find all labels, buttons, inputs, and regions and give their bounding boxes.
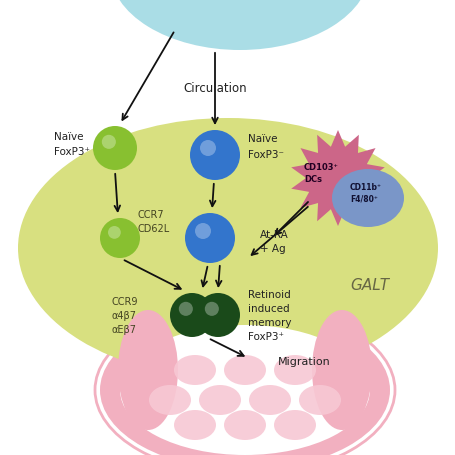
Circle shape bbox=[185, 213, 235, 263]
Text: Naïve: Naïve bbox=[248, 134, 278, 144]
Text: Circulation: Circulation bbox=[183, 81, 247, 95]
Text: induced: induced bbox=[248, 304, 290, 314]
Ellipse shape bbox=[274, 355, 316, 385]
Polygon shape bbox=[291, 130, 385, 226]
Circle shape bbox=[205, 302, 219, 316]
Ellipse shape bbox=[332, 169, 404, 227]
Circle shape bbox=[308, 148, 368, 208]
Text: CD62L: CD62L bbox=[138, 224, 170, 234]
Text: αEβ7: αEβ7 bbox=[112, 325, 137, 335]
Ellipse shape bbox=[312, 310, 372, 430]
Ellipse shape bbox=[174, 355, 216, 385]
Text: FoxP3⁺: FoxP3⁺ bbox=[54, 147, 90, 157]
Text: GALT: GALT bbox=[350, 278, 389, 293]
Circle shape bbox=[108, 226, 121, 239]
Text: CD103⁺: CD103⁺ bbox=[304, 163, 339, 172]
Circle shape bbox=[102, 135, 116, 149]
Ellipse shape bbox=[100, 310, 390, 455]
Circle shape bbox=[190, 130, 240, 180]
Text: Migration: Migration bbox=[278, 357, 331, 367]
Ellipse shape bbox=[149, 385, 191, 415]
Text: CCR7: CCR7 bbox=[138, 210, 165, 220]
Ellipse shape bbox=[224, 410, 266, 440]
Circle shape bbox=[200, 140, 216, 156]
Text: At-RA: At-RA bbox=[260, 230, 289, 240]
Ellipse shape bbox=[174, 410, 216, 440]
Ellipse shape bbox=[18, 118, 438, 378]
Ellipse shape bbox=[249, 385, 291, 415]
Text: FoxP3⁻: FoxP3⁻ bbox=[248, 150, 284, 160]
Ellipse shape bbox=[199, 385, 241, 415]
Text: FoxP3⁺: FoxP3⁺ bbox=[248, 332, 284, 342]
Circle shape bbox=[195, 223, 211, 239]
Ellipse shape bbox=[299, 385, 341, 415]
Ellipse shape bbox=[274, 410, 316, 440]
Text: Naïve: Naïve bbox=[54, 132, 84, 142]
Text: CD11b⁺: CD11b⁺ bbox=[350, 183, 382, 192]
Text: Retinoid: Retinoid bbox=[248, 290, 291, 300]
Circle shape bbox=[93, 126, 137, 170]
Circle shape bbox=[196, 293, 240, 337]
Ellipse shape bbox=[224, 355, 266, 385]
Text: CCR9: CCR9 bbox=[112, 297, 138, 307]
Circle shape bbox=[100, 218, 140, 258]
Ellipse shape bbox=[110, 0, 370, 50]
Text: DCs: DCs bbox=[304, 175, 322, 184]
Circle shape bbox=[179, 302, 193, 316]
Ellipse shape bbox=[120, 325, 370, 455]
Ellipse shape bbox=[118, 310, 178, 430]
Circle shape bbox=[170, 293, 214, 337]
Text: α4β7: α4β7 bbox=[112, 311, 137, 321]
Text: memory: memory bbox=[248, 318, 292, 328]
Text: F4/80⁺: F4/80⁺ bbox=[350, 195, 378, 204]
Text: + Ag: + Ag bbox=[260, 244, 286, 254]
